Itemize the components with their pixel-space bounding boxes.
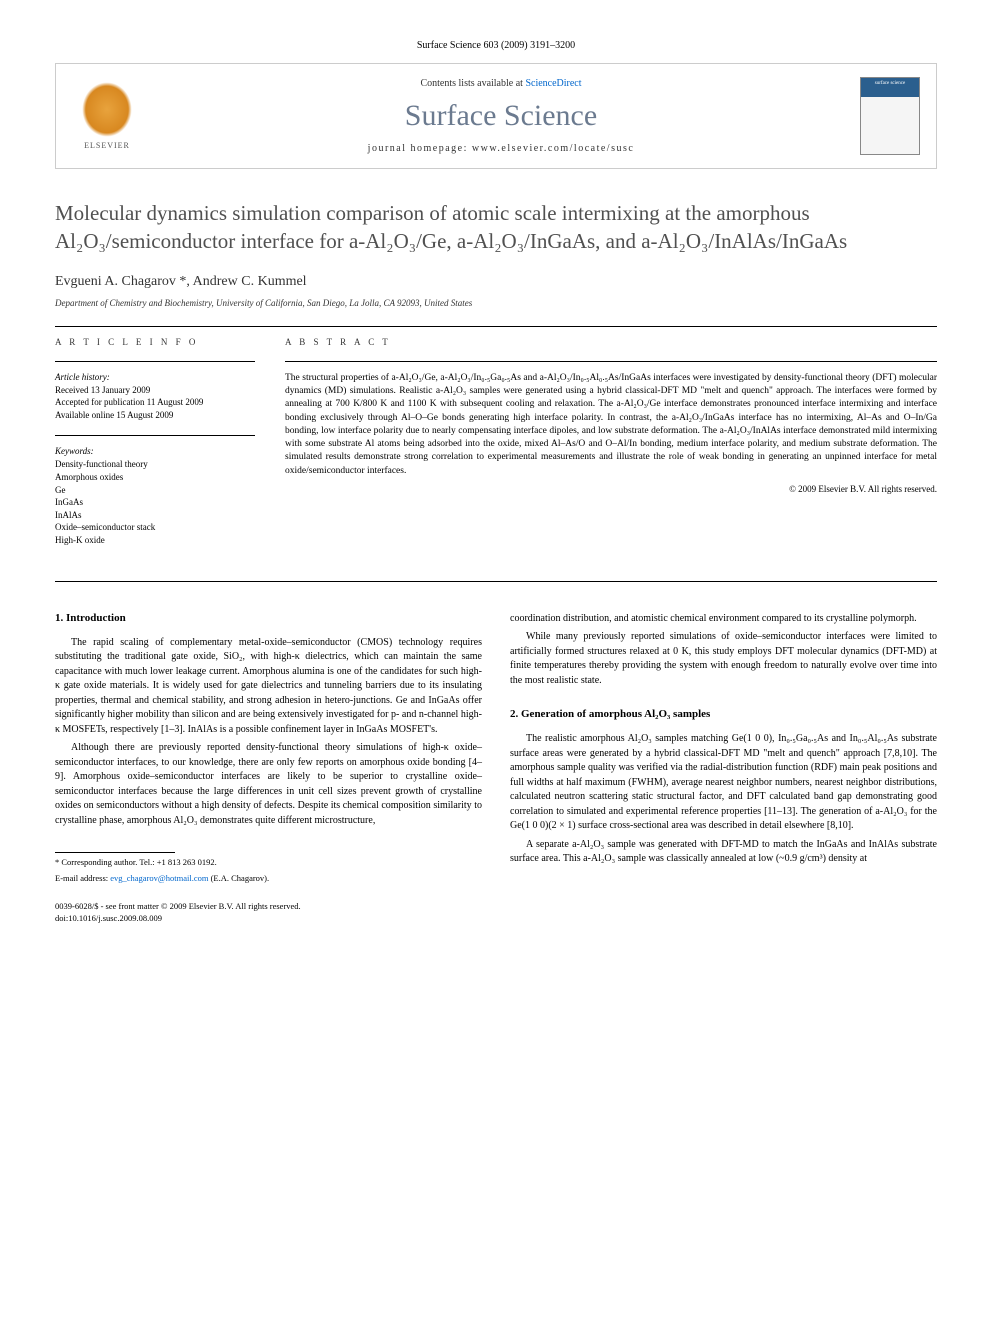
history-received: Received 13 January 2009 bbox=[55, 384, 255, 397]
keyword-0: Density-functional theory bbox=[55, 458, 255, 471]
abstract-heading: A B S T R A C T bbox=[285, 337, 937, 347]
section-1-heading: 1. Introduction bbox=[55, 612, 482, 624]
article-page: Surface Science 603 (2009) 3191–3200 ELS… bbox=[0, 0, 992, 965]
info-divider-1 bbox=[55, 361, 255, 362]
history-label: Article history: bbox=[55, 372, 255, 382]
keywords-block: Keywords: Density-functional theory Amor… bbox=[55, 446, 255, 546]
corresponding-author-note: * Corresponding author. Tel.: +1 813 263… bbox=[55, 857, 482, 869]
abstract-column: A B S T R A C T The structural propertie… bbox=[285, 337, 937, 561]
elsevier-tree-icon bbox=[82, 82, 132, 137]
intro-para-1: The rapid scaling of complementary metal… bbox=[55, 636, 482, 738]
homepage-line: journal homepage: www.elsevier.com/locat… bbox=[142, 143, 860, 154]
contents-available-line: Contents lists available at ScienceDirec… bbox=[142, 78, 860, 89]
elsevier-label: ELSEVIER bbox=[84, 141, 130, 150]
divider-bottom bbox=[55, 581, 937, 582]
abstract-text: The structural properties of a-Al₂O₃/Ge,… bbox=[285, 372, 937, 478]
intro-para-2: Although there are previously reported d… bbox=[55, 741, 482, 828]
banner-center: Contents lists available at ScienceDirec… bbox=[142, 78, 860, 154]
footer-copyright: 0039-6028/$ - see front matter © 2009 El… bbox=[55, 901, 482, 913]
section-2-heading: 2. Generation of amorphous Al₂O₃ samples bbox=[510, 708, 937, 720]
abstract-divider bbox=[285, 361, 937, 362]
keyword-1: Amorphous oxides bbox=[55, 471, 255, 484]
keyword-6: High-K oxide bbox=[55, 534, 255, 547]
intro-para-1-text: The rapid scaling of complementary metal… bbox=[55, 637, 482, 735]
homepage-prefix: journal homepage: bbox=[368, 143, 472, 154]
article-info-heading: A R T I C L E I N F O bbox=[55, 337, 255, 347]
keyword-4: InAlAs bbox=[55, 509, 255, 522]
homepage-url[interactable]: www.elsevier.com/locate/susc bbox=[472, 143, 634, 154]
email-label: E-mail address: bbox=[55, 873, 110, 883]
right-para-1: coordination distribution, and atomistic… bbox=[510, 612, 937, 627]
journal-banner: ELSEVIER Contents lists available at Sci… bbox=[55, 63, 937, 169]
elsevier-logo[interactable]: ELSEVIER bbox=[72, 76, 142, 156]
keyword-5: Oxide–semiconductor stack bbox=[55, 521, 255, 534]
info-divider-2 bbox=[55, 435, 255, 436]
history-accepted: Accepted for publication 11 August 2009 bbox=[55, 396, 255, 409]
footer-doi: doi:10.1016/j.susc.2009.08.009 bbox=[55, 913, 482, 925]
keywords-label: Keywords: bbox=[55, 446, 255, 456]
footnote-separator bbox=[55, 852, 175, 853]
cover-label: surface science bbox=[864, 81, 916, 86]
intro-para-2-text: Although there are previously reported d… bbox=[55, 742, 482, 826]
journal-reference: Surface Science 603 (2009) 3191–3200 bbox=[55, 40, 937, 51]
history-online: Available online 15 August 2009 bbox=[55, 409, 255, 422]
right-para-3: The realistic amorphous Al₂O₃ samples ma… bbox=[510, 732, 937, 834]
article-title: Molecular dynamics simulation comparison… bbox=[55, 199, 937, 256]
keyword-2: Ge bbox=[55, 484, 255, 497]
left-column: 1. Introduction The rapid scaling of com… bbox=[55, 612, 482, 925]
email-note: E-mail address: evg_chagarov@hotmail.com… bbox=[55, 873, 482, 885]
info-abstract-row: A R T I C L E I N F O Article history: R… bbox=[55, 337, 937, 561]
affiliation: Department of Chemistry and Biochemistry… bbox=[55, 298, 937, 308]
keyword-3: InGaAs bbox=[55, 496, 255, 509]
article-history-block: Article history: Received 13 January 200… bbox=[55, 372, 255, 422]
email-suffix: (E.A. Chagarov). bbox=[208, 873, 269, 883]
authors-line: Evgueni A. Chagarov *, Andrew C. Kummel bbox=[55, 274, 937, 290]
journal-title: Surface Science bbox=[142, 99, 860, 133]
page-footer: 0039-6028/$ - see front matter © 2009 El… bbox=[55, 901, 482, 925]
email-link[interactable]: evg_chagarov@hotmail.com bbox=[110, 873, 208, 883]
contents-prefix: Contents lists available at bbox=[420, 78, 525, 89]
abstract-copyright: © 2009 Elsevier B.V. All rights reserved… bbox=[285, 484, 937, 494]
right-para-2: While many previously reported simulatio… bbox=[510, 630, 937, 688]
sciencedirect-link[interactable]: ScienceDirect bbox=[525, 78, 581, 89]
body-columns: 1. Introduction The rapid scaling of com… bbox=[55, 612, 937, 925]
right-para-4: A separate a-Al₂O₃ sample was generated … bbox=[510, 838, 937, 867]
article-info-column: A R T I C L E I N F O Article history: R… bbox=[55, 337, 255, 561]
divider-top bbox=[55, 326, 937, 327]
right-column: coordination distribution, and atomistic… bbox=[510, 612, 937, 925]
journal-cover-thumbnail[interactable]: surface science bbox=[860, 77, 920, 155]
